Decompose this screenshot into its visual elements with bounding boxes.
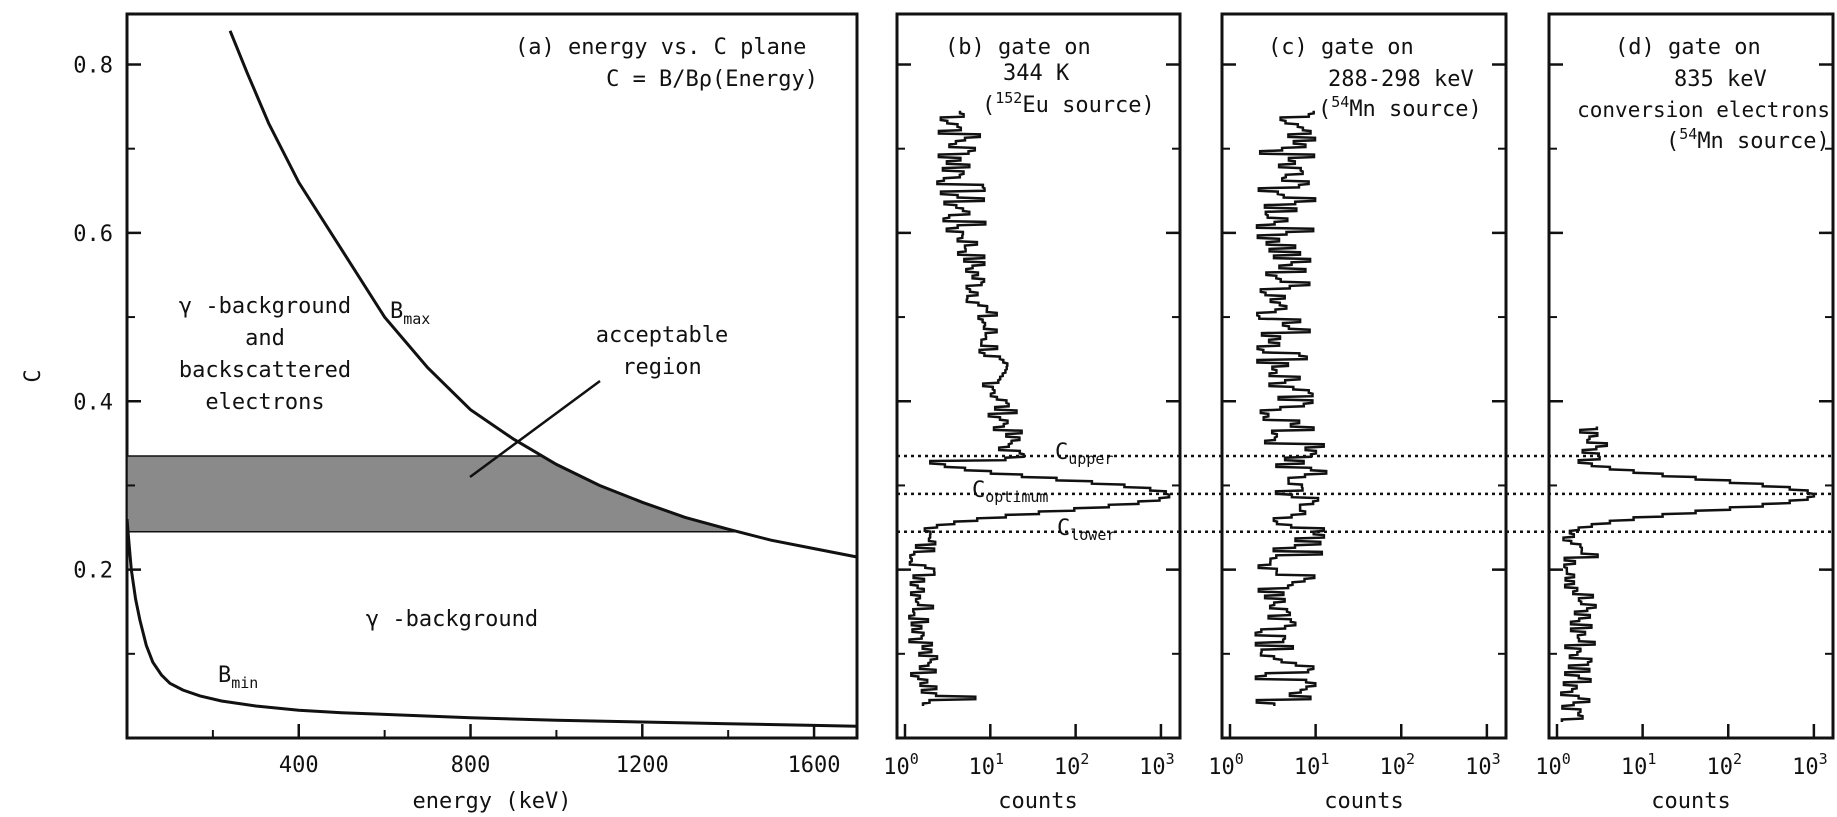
x-tick-label: 100 [1535,750,1571,780]
panel-c-title-1: (c) gate on [1268,35,1414,60]
panel-a-subtitle: C = B/Bρ(Energy) [606,67,818,92]
panel-b: 100 101 102 103 (b) gate on 344 K (152Eu so… [883,12,1182,814]
label-gamma-background: γ -background [366,607,538,632]
x-tick-label: 101 [1621,750,1657,780]
x-tick-label: 103 [1465,750,1501,780]
label-c-optimum: Coptimum [972,478,1048,506]
label-c-lower: Clower [1057,516,1115,544]
x-tick-label: 102 [1706,750,1742,780]
panel-c-histogram [1254,110,1328,706]
x-axis-label: energy (keV) [413,789,572,814]
label-acceptable-2: region [622,355,701,380]
label-gamma-backscatter-2: and [245,326,285,351]
x-ticks: 400 800 1200 1600 [211,724,841,778]
x-tick-label: 400 [279,753,319,778]
panel-b-title-2: 344 K [1003,61,1070,86]
panel-c: 100 101 102 103 (c) gate on 288-298 keV (54… [1208,12,1508,814]
panel-b-histogram [908,110,1171,706]
panel-d: 100 101 102 103 (d) gate on 835 keV convers… [1535,12,1835,814]
panel-b-title-1: (b) gate on [945,35,1091,60]
x-tick-label: 101 [969,750,1005,780]
bmax-curve [228,30,858,559]
panel-a-title: (a) energy vs. C plane [515,35,806,60]
panel-d-title-4: (54Mn source) [1666,125,1830,154]
label-gamma-backscatter-3: backscattered [179,358,351,383]
y-ticks: 0.2 0.4 0.6 0.8 [73,54,141,655]
x-tick-label: 100 [883,750,919,780]
x-tick-label: 800 [451,753,491,778]
panel-c-xlabel: counts [1324,789,1403,814]
y-tick-label: 0.6 [73,222,113,247]
y-tick-label: 0.4 [73,390,113,415]
y-axis-label: C [21,369,46,382]
panel-d-xlabel: counts [1651,789,1730,814]
panel-c-ticks: 100 101 102 103 [1208,63,1506,780]
label-acceptable-1: acceptable [596,323,728,348]
panel-d-title-1: (d) gate on [1615,35,1761,60]
y-tick-label: 0.2 [73,559,113,584]
panel-c-title-3: (54Mn source) [1318,93,1482,122]
x-tick-label: 1200 [616,753,669,778]
x-tick-label: 102 [1054,750,1090,780]
panel-d-ticks: 100 101 102 103 [1535,63,1833,780]
label-gamma-backscatter-4: electrons [205,390,324,415]
panel-d-title-2: 835 keV [1674,67,1767,92]
panel-c-frame [1220,12,1508,740]
x-tick-label: 1600 [788,753,841,778]
acceptable-region-band [126,455,739,533]
label-gamma-backscatter-1: γ -background [179,294,351,319]
x-tick-label: 102 [1379,750,1415,780]
panel-a-frame [125,12,859,740]
c-level-lines [897,454,1833,533]
panel-d-frame [1547,12,1835,740]
panel-b-title-3: (152Eu source) [982,89,1155,118]
label-c-upper: Cupper [1055,440,1113,468]
panel-b-ticks: 100 101 102 103 [883,63,1180,780]
label-bmin: Bmin [218,663,258,692]
panel-d-histogram [1560,426,1816,722]
panel-b-xlabel: counts [998,789,1077,814]
panel-b-frame [895,12,1182,740]
panel-d-title-3: conversion electrons [1577,98,1830,122]
panel-c-title-2: 288-298 keV [1328,67,1474,92]
x-tick-label: 103 [1139,750,1175,780]
acceptable-region-pointer [469,379,601,479]
panel-a: 0.2 0.4 0.6 0.8 400 800 1200 1600 (a) energy v… [21,12,859,814]
x-tick-label: 101 [1294,750,1330,780]
x-tick-label: 103 [1792,750,1828,780]
x-tick-label: 100 [1208,750,1244,780]
label-bmax: Bmax [390,299,430,328]
bmin-curve [125,518,858,728]
y-tick-label: 0.8 [73,54,113,79]
